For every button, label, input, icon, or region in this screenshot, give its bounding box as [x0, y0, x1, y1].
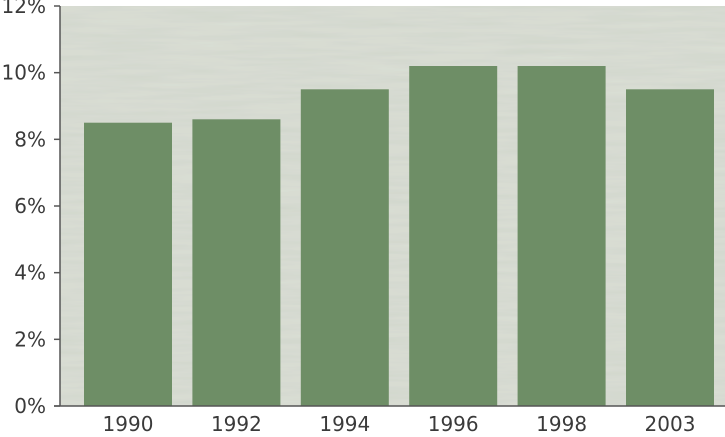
y-axis-ticks: 0% 2% 4% 6% 8% 10% 12% — [2, 0, 60, 418]
x-axis-ticks: 1990 1992 1994 1996 1998 2003 — [103, 412, 696, 436]
y-tick-label: 2% — [14, 327, 46, 351]
bar-1990 — [84, 122, 172, 406]
bar-1998 — [517, 66, 606, 406]
y-tick-label: 6% — [14, 194, 46, 218]
bar-2003 — [626, 89, 714, 407]
bars-group — [84, 66, 714, 407]
bar-1992 — [192, 119, 281, 407]
x-tick-label: 1998 — [536, 412, 587, 436]
bar-1994 — [300, 89, 389, 407]
y-tick-label: 12% — [2, 0, 46, 18]
y-tick-label: 10% — [2, 61, 46, 85]
bar-1996 — [409, 66, 498, 406]
x-tick-label: 2003 — [645, 412, 696, 436]
y-tick-label: 0% — [14, 394, 46, 418]
x-tick-label: 1994 — [319, 412, 370, 436]
x-tick-label: 1996 — [428, 412, 479, 436]
y-tick-label: 8% — [14, 127, 46, 151]
x-tick-label: 1992 — [211, 412, 262, 436]
x-tick-label: 1990 — [103, 412, 154, 436]
y-tick-label: 4% — [14, 261, 46, 285]
